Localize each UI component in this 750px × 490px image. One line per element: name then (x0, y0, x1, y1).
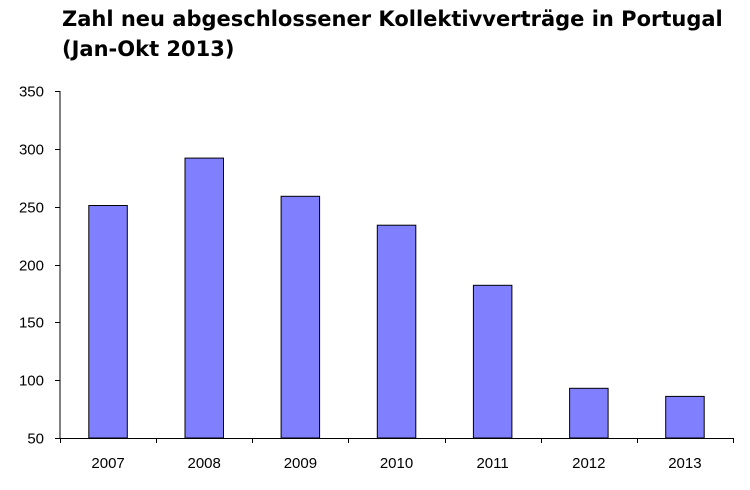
y-tick-label: 50 (27, 431, 44, 448)
bar-2010 (376, 224, 417, 439)
y-tick-label: 250 (19, 200, 44, 217)
x-tick-label: 2008 (188, 455, 221, 472)
bars (88, 157, 705, 439)
bar-2007 (88, 205, 128, 439)
y-tick-label: 300 (19, 142, 44, 159)
x-tick-label: 2010 (380, 455, 413, 472)
x-tick-label: 2007 (91, 455, 124, 472)
y-axis: 50 100 150 200 250 300 350 (19, 84, 61, 448)
y-tick-label: 150 (19, 315, 44, 332)
x-tick-label: 2011 (476, 455, 508, 472)
x-axis: 2007 2008 2009 2010 2011 2012 2013 (60, 438, 734, 472)
x-tick-label: 2013 (668, 455, 701, 472)
y-tick-label: 100 (19, 373, 44, 390)
x-tick-label: 2012 (572, 455, 605, 472)
bar-2009 (280, 195, 321, 439)
chart-title-line-1: Zahl neu abgeschlossener Kollektivverträ… (62, 7, 723, 31)
y-tick-label: 350 (19, 84, 44, 101)
bar-2008 (184, 157, 224, 439)
chart-title: Zahl neu abgeschlossener Kollektivverträ… (62, 4, 732, 64)
x-tick-label: 2009 (284, 455, 317, 472)
bar-2012 (569, 387, 609, 439)
bar-2011 (472, 284, 513, 439)
y-tick-label: 200 (19, 258, 44, 275)
chart-title-line-2: (Jan-Okt 2013) (62, 37, 235, 61)
bar-2013 (665, 395, 705, 439)
